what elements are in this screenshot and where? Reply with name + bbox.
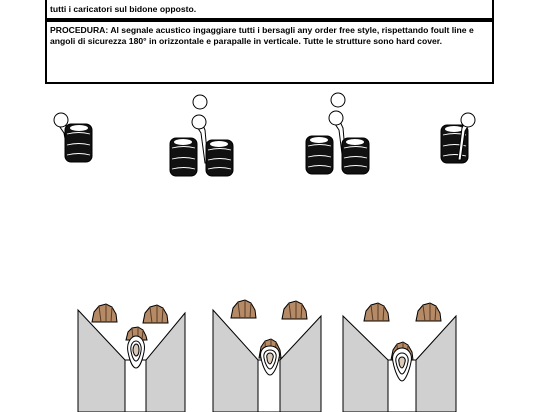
- station-1: [53, 112, 93, 163]
- paper-target-icon: [230, 299, 257, 319]
- tire-icon: [64, 123, 93, 163]
- procedure-label: PROCEDURA:: [50, 25, 109, 35]
- barricade-1: [77, 303, 186, 412]
- station-4: [440, 112, 476, 164]
- tire-icon: [205, 139, 234, 177]
- procedure-text: PROCEDURA: Al segnale acustico ingaggiar…: [50, 25, 486, 47]
- popper-icon: [390, 341, 414, 382]
- procedure-body: Al segnale acustico ingaggiare tutti i b…: [50, 25, 474, 46]
- popper-icon: [330, 92, 346, 108]
- paper-target-icon: [281, 300, 308, 320]
- steel-plate-icon: [457, 112, 476, 161]
- barricade-3: [342, 302, 457, 412]
- paper-target-icon: [91, 303, 118, 323]
- barricade-wall-icon: [212, 308, 322, 412]
- popper-icon: [125, 326, 148, 369]
- popper-icon: [192, 94, 208, 110]
- paper-target-icon: [363, 302, 390, 322]
- tire-icon: [341, 137, 370, 175]
- paper-target-icon: [415, 302, 442, 322]
- previous-notes-box: tutti i caricatori sul bidone opposto.: [45, 0, 494, 20]
- notes-last-line: tutti i caricatori sul bidone opposto.: [50, 4, 197, 14]
- popper-icon: [258, 338, 282, 376]
- station-2: [169, 94, 234, 177]
- barricade-2: [212, 299, 322, 412]
- barricade-wall-icon: [77, 308, 186, 412]
- station-3: [305, 92, 370, 175]
- procedure-box: PROCEDURA: Al segnale acustico ingaggiar…: [45, 20, 494, 84]
- paper-target-icon: [142, 304, 169, 324]
- tire-icon: [169, 137, 198, 177]
- tire-icon: [305, 135, 334, 175]
